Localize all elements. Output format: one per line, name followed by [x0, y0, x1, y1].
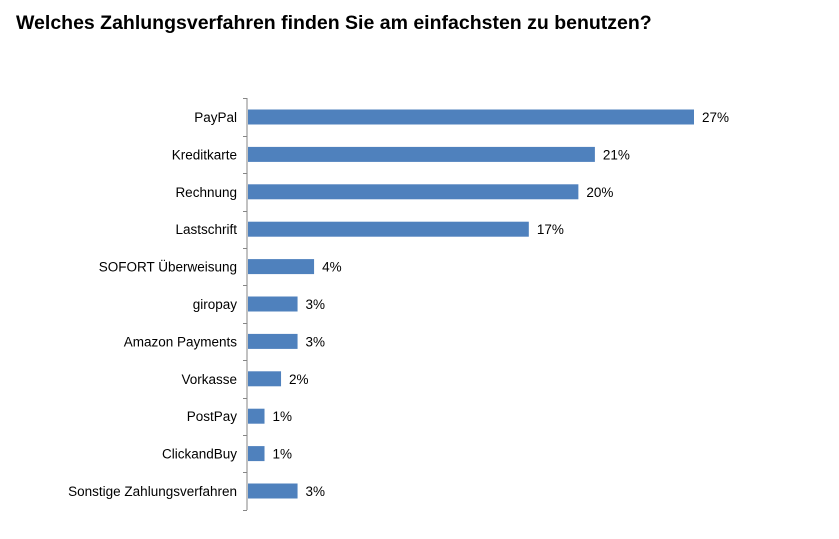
- value-label: 3%: [306, 297, 326, 312]
- bar-8: [248, 371, 282, 387]
- category-label: Amazon Payments: [124, 334, 238, 349]
- bar-5: [248, 259, 315, 275]
- value-label: 4%: [322, 260, 342, 275]
- value-label: 27%: [702, 110, 729, 125]
- bar-11: [248, 483, 298, 499]
- bar-7: [248, 333, 298, 349]
- bar-4: [248, 221, 529, 237]
- value-label: 21%: [603, 147, 630, 162]
- chart-title: Welches Zahlungsverfahren finden Sie am …: [16, 12, 652, 34]
- category-label: ClickandBuy: [162, 447, 237, 462]
- category-label: Sonstige Zahlungsverfahren: [68, 484, 237, 499]
- bar-9: [248, 408, 265, 424]
- value-label: 3%: [306, 334, 326, 349]
- value-label: 1%: [273, 447, 293, 462]
- value-label: 2%: [289, 372, 309, 387]
- bar-3: [248, 184, 579, 200]
- value-label: 3%: [306, 484, 326, 499]
- value-label: 17%: [537, 222, 564, 237]
- category-label: PostPay: [187, 409, 238, 424]
- bar-1: [248, 109, 694, 125]
- category-label: Rechnung: [175, 185, 237, 200]
- category-label: Kreditkarte: [172, 147, 237, 162]
- category-label: Lastschrift: [175, 222, 237, 237]
- bar-2: [248, 146, 595, 162]
- category-label: PayPal: [194, 110, 237, 125]
- category-label: Vorkasse: [181, 372, 237, 387]
- bar-6: [248, 296, 298, 312]
- value-label: 1%: [273, 409, 293, 424]
- bar-10: [248, 446, 265, 462]
- category-label: giropay: [193, 297, 238, 312]
- value-label: 20%: [586, 185, 613, 200]
- category-label: SOFORT Überweisung: [99, 260, 237, 275]
